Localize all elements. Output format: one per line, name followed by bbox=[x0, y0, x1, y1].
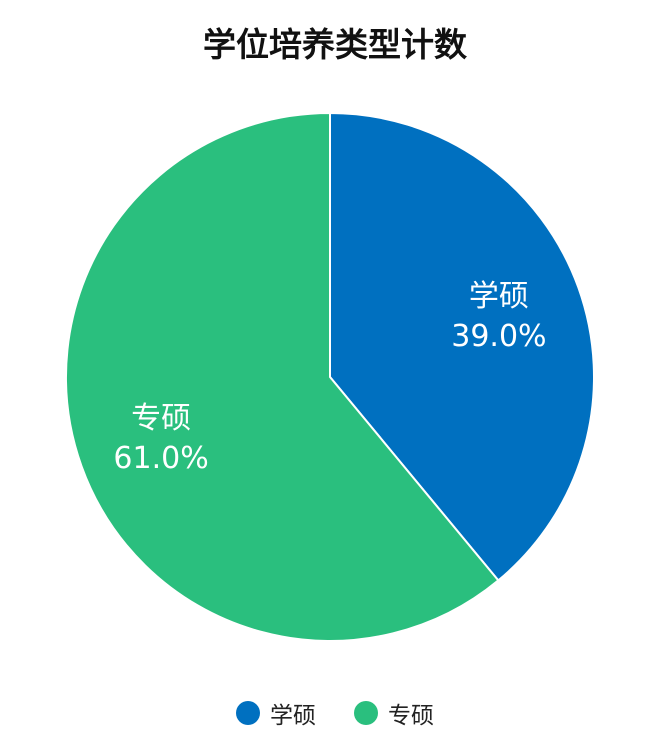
legend: 学硕 专硕 bbox=[0, 696, 670, 730]
legend-label-0: 学硕 bbox=[270, 703, 316, 729]
legend-item-0[interactable]: 学硕 bbox=[236, 696, 316, 730]
legend-label-1: 专硕 bbox=[388, 703, 434, 729]
pie-slice-1[interactable] bbox=[65, 111, 500, 642]
chart-title: 学位培养类型计数 bbox=[203, 25, 467, 64]
pie-chart: 学硕 39.0% 专硕 61.0% bbox=[65, 111, 595, 642]
legend-item-1[interactable]: 专硕 bbox=[354, 696, 434, 730]
legend-swatch-0 bbox=[236, 701, 260, 725]
legend-swatch-1 bbox=[354, 701, 378, 725]
slice-label-1: 专硕 bbox=[131, 401, 191, 436]
pie-slice-0[interactable] bbox=[329, 111, 595, 582]
slice-percent-label-0: 39.0% bbox=[451, 319, 546, 354]
slice-label-0: 学硕 bbox=[469, 279, 529, 314]
slice-percent-label-1: 61.0% bbox=[113, 441, 208, 476]
